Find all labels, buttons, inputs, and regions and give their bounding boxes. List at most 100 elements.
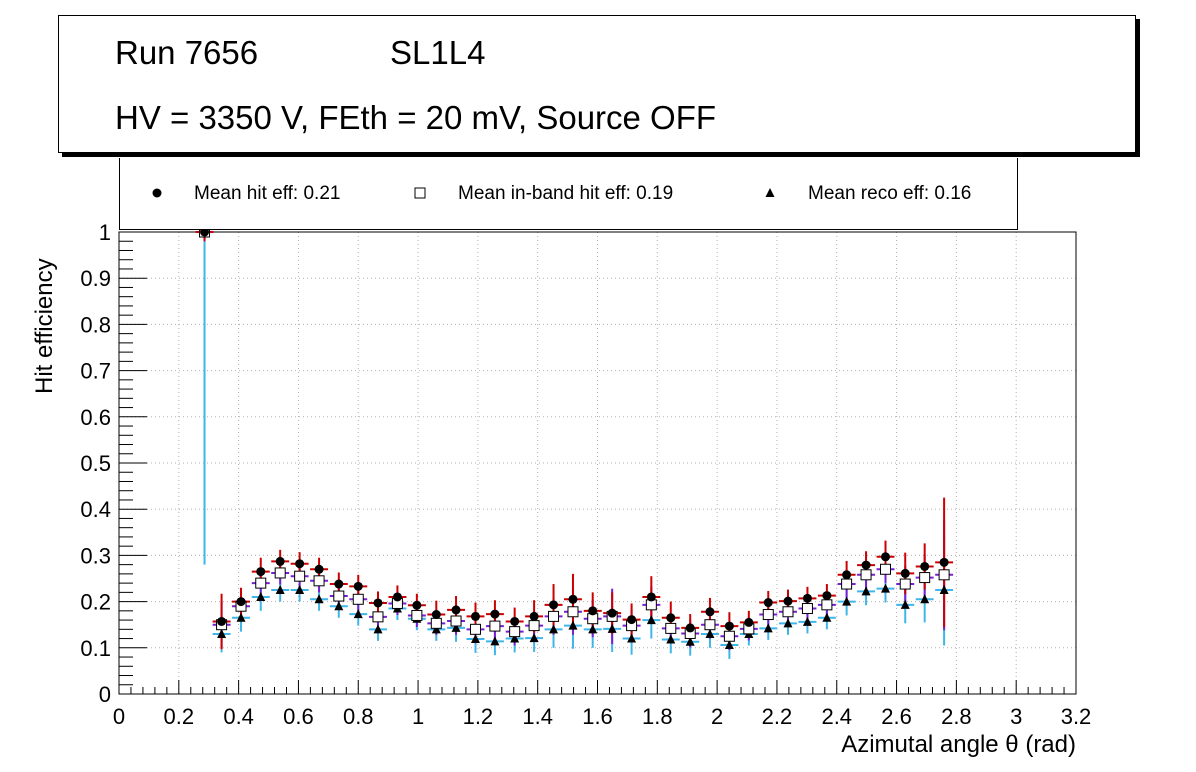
reco-point: [568, 620, 578, 630]
x-tick-label: 0.4: [223, 704, 254, 729]
reco-point: [373, 624, 383, 634]
inband-point: [801, 603, 813, 615]
x-tick-label: 1.6: [582, 704, 613, 729]
y-tick-label: 0.7: [80, 359, 111, 384]
x-axis-label: Azimutal angle θ (rad): [841, 731, 1076, 758]
hit-point: [236, 597, 246, 607]
x-tick-label: 1.8: [642, 704, 673, 729]
inband-point: [723, 630, 735, 642]
hit-point: [470, 611, 480, 621]
hit-point: [451, 605, 461, 615]
inband-point: [919, 572, 931, 584]
inband-point: [352, 593, 364, 605]
inband-point: [333, 590, 345, 602]
hit-point: [295, 559, 305, 569]
legend-hit: Mean hit eff: 0.21: [194, 183, 341, 204]
inband-points: [199, 226, 950, 642]
x-tick-label: 3: [1010, 704, 1022, 729]
inband-point: [665, 622, 677, 634]
x-tick-label: 0: [113, 704, 125, 729]
y-tick-label: 0: [99, 682, 111, 707]
legend-inband: Mean in-band hit eff: 0.19: [458, 183, 674, 204]
hit-point: [412, 600, 422, 610]
x-tick-label: 3.2: [1061, 704, 1092, 729]
reco-point: [275, 585, 285, 595]
layer-label: SL1L4: [390, 34, 486, 71]
inband-point: [313, 575, 325, 587]
hit-point: [724, 621, 734, 631]
inband-point: [782, 606, 794, 618]
hit-point: [256, 567, 266, 577]
y-tick-label: 0.2: [80, 590, 111, 615]
inband-point: [489, 620, 501, 632]
x-tick-label: 0.2: [164, 704, 195, 729]
title-box: Run 7656 SL1L4 HV = 3350 V, FEth = 20 mV…: [58, 15, 1136, 153]
hit-point: [666, 613, 676, 623]
x-tick-label: 2.6: [881, 704, 912, 729]
reco-point: [470, 634, 480, 644]
hit-point: [588, 606, 598, 616]
reco-marker-icon: [765, 188, 775, 197]
x-tick-label: 1.2: [463, 704, 494, 729]
hit-point: [568, 594, 578, 604]
inband-marker-icon: [414, 187, 426, 199]
reco-point: [314, 594, 324, 604]
inband-point: [274, 567, 286, 579]
inband-point: [860, 569, 872, 581]
reco-point: [861, 586, 871, 596]
x-tick-label: 0.6: [283, 704, 314, 729]
reco-point: [451, 622, 461, 632]
hit-point: [783, 596, 793, 606]
hit-point: [431, 610, 441, 620]
run-label: Run 7656: [115, 34, 259, 71]
reco-point: [920, 594, 930, 604]
reco-point: [783, 618, 793, 628]
reco-point: [353, 609, 363, 619]
hit-point: [529, 611, 539, 621]
reco-point: [627, 633, 637, 643]
hit-point: [217, 616, 227, 626]
axis-ticks: [118, 231, 1077, 695]
x-tick-label: 0.8: [343, 704, 374, 729]
inband-point: [841, 578, 853, 590]
hit-point: [939, 557, 949, 567]
y-tick-label: 0.3: [80, 543, 111, 568]
hit-point: [646, 592, 656, 602]
hit-point: [802, 593, 812, 603]
reco-point: [588, 624, 598, 634]
inband-point: [762, 609, 774, 621]
y-tick-label: 0.8: [80, 312, 111, 337]
inband-point: [469, 623, 481, 635]
x-tick-labels: 0 0.2 0.4 0.6 0.8 1 1.2 1.4 1.6 1.8 2 2.2 2.4 2.6 2.8 3…: [113, 704, 1091, 729]
inband-point: [938, 569, 950, 581]
reco-point: [295, 585, 305, 595]
reco-point: [646, 615, 656, 625]
inband-point: [372, 611, 384, 623]
x-tick-label: 2.2: [762, 704, 793, 729]
y-tick-label: 1: [99, 220, 111, 245]
reco-point: [705, 628, 715, 638]
inband-error-bars: [195, 231, 954, 651]
hit-point: [880, 552, 890, 562]
reco-point: [607, 623, 617, 633]
hit-point: [627, 615, 637, 625]
hit-point: [744, 617, 754, 627]
reco-point: [431, 624, 441, 634]
hit-point: [334, 579, 344, 589]
hit-point: [314, 564, 324, 574]
y-tick-label: 0.9: [80, 266, 111, 291]
reco-point: [724, 640, 734, 650]
reco-point: [666, 634, 676, 644]
reco-point: [549, 624, 559, 634]
hit-point: [685, 623, 695, 633]
reco-point: [822, 612, 832, 622]
hit-point: [705, 607, 715, 617]
reco-point: [490, 636, 500, 646]
reco-point: [510, 633, 520, 643]
reco-point: [880, 583, 890, 593]
reco-points: [200, 227, 949, 650]
hit-point: [607, 608, 617, 618]
hit-point: [392, 592, 402, 602]
inband-point: [567, 606, 579, 618]
reco-point: [256, 591, 266, 601]
